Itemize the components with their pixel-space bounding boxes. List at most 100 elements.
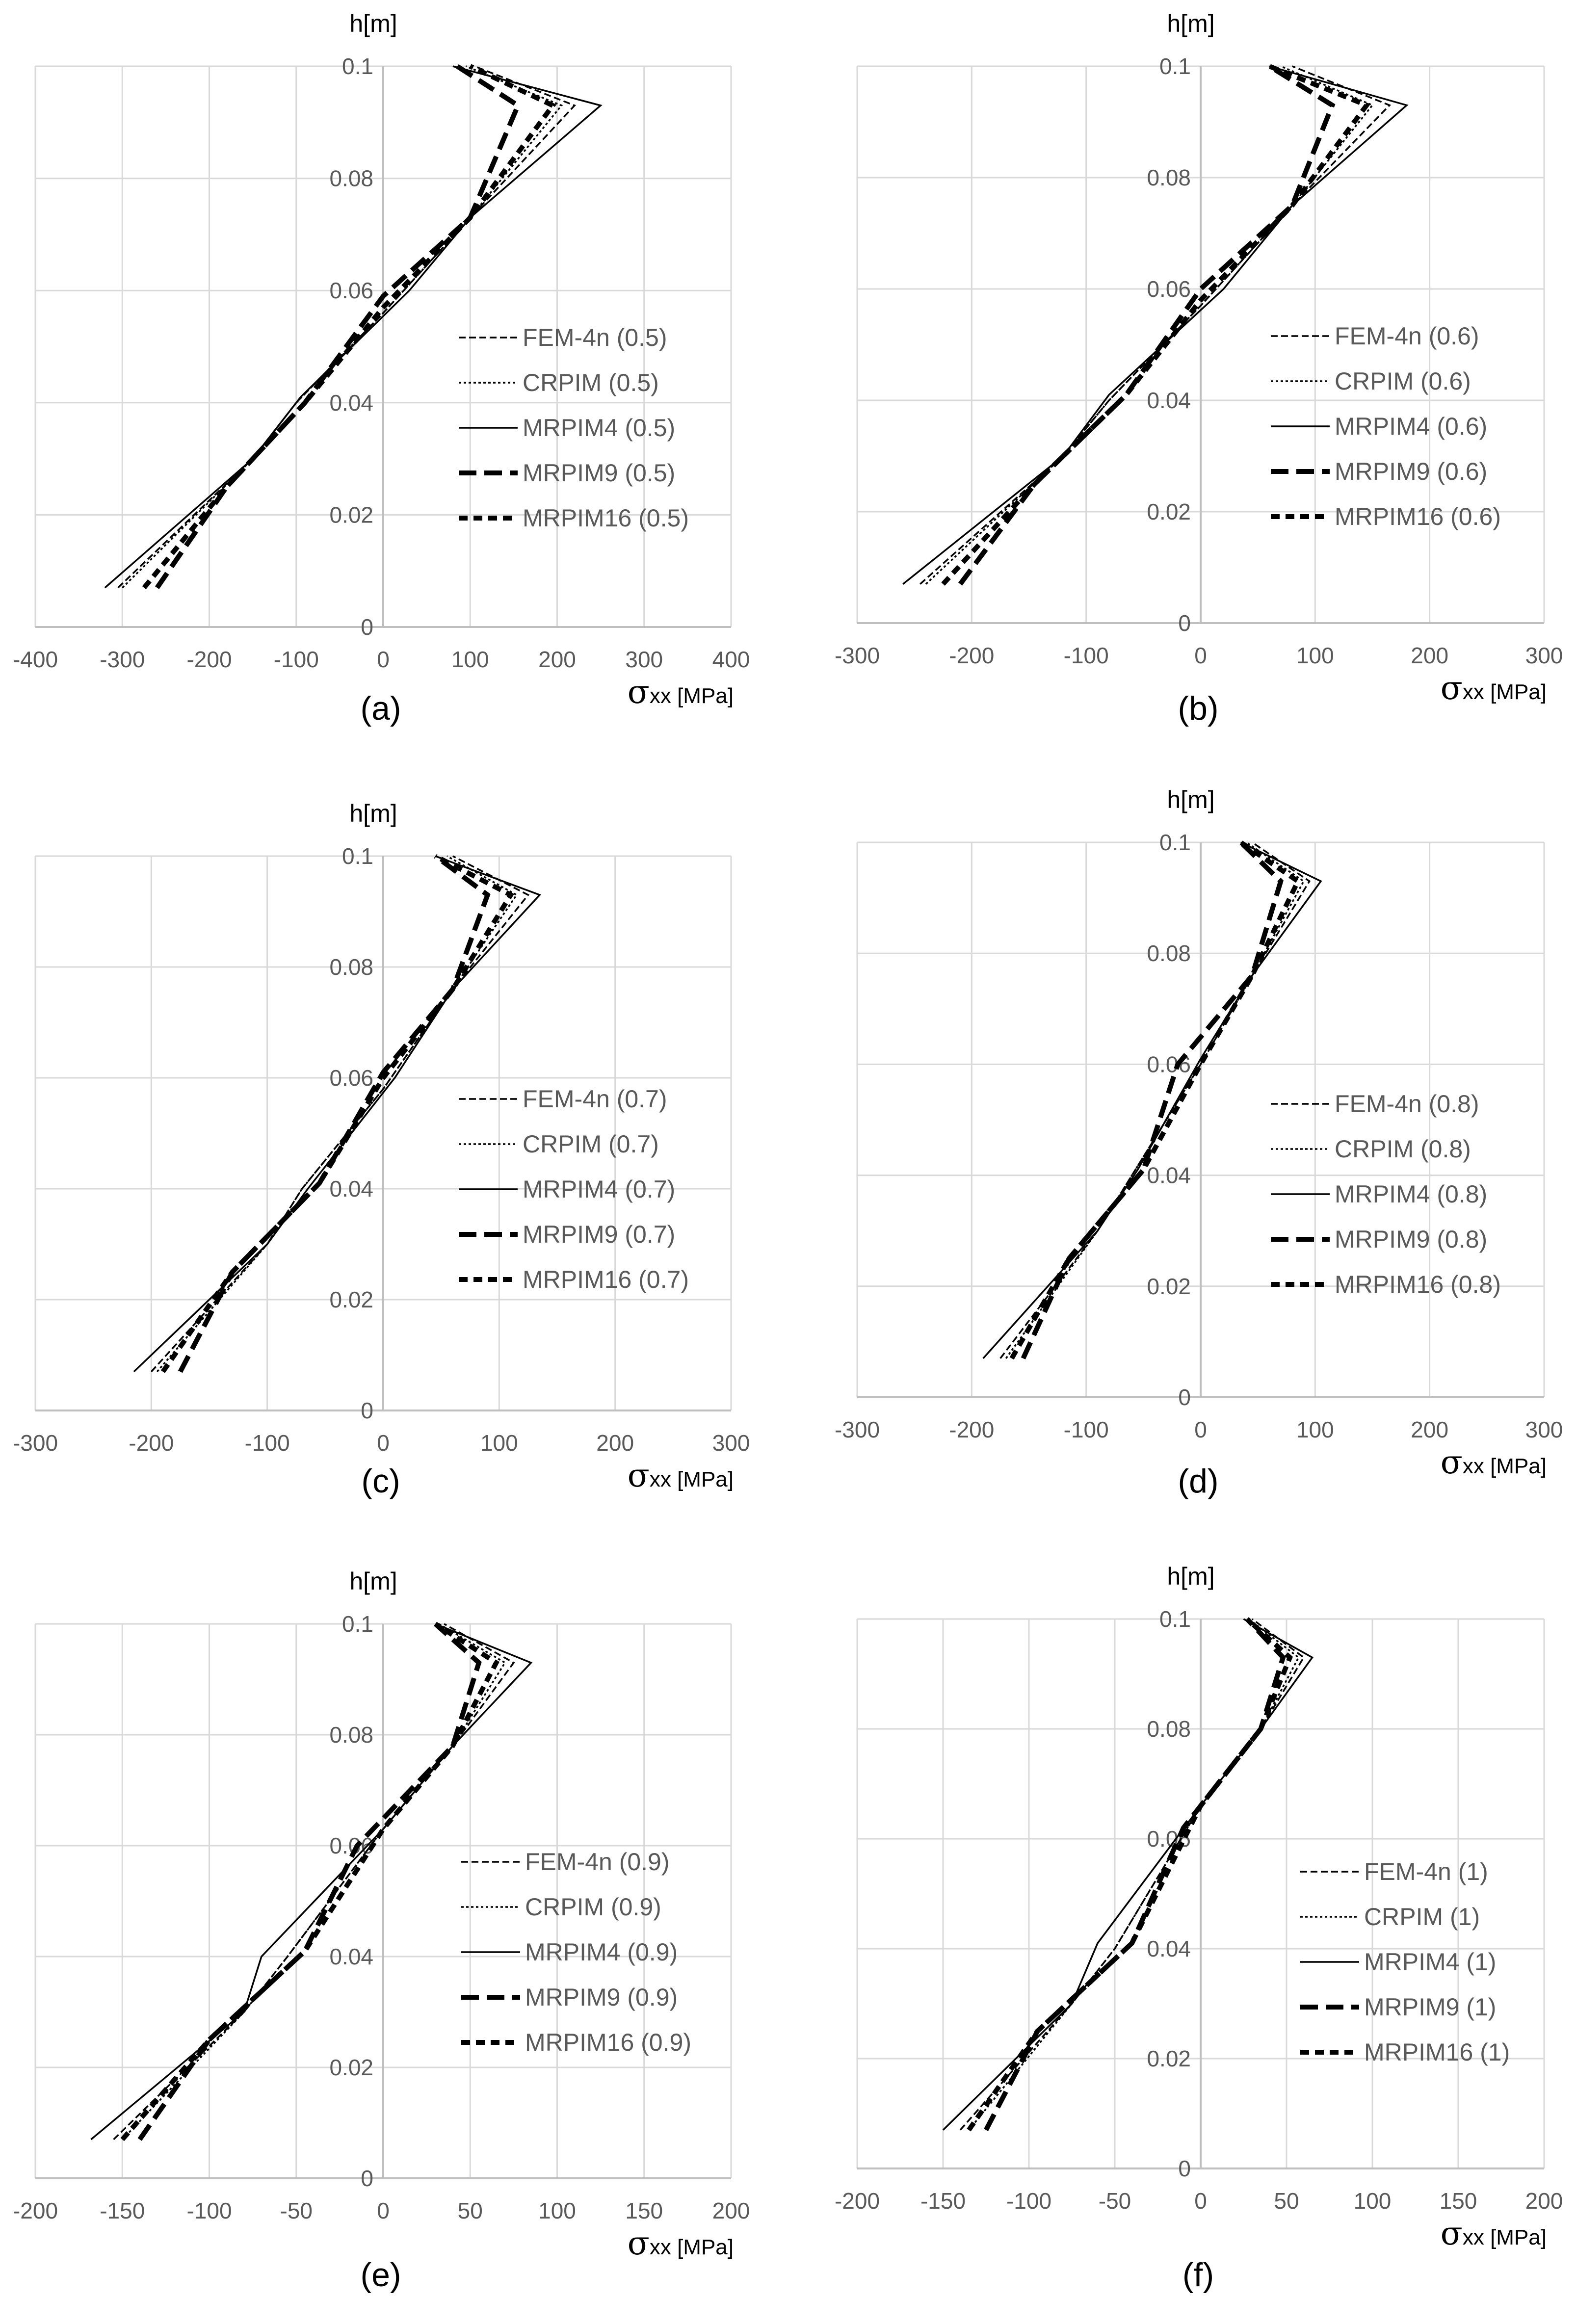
y-tick-label: 0.08 (1147, 1716, 1191, 1742)
x-tick-label: 300 (625, 647, 663, 672)
legend: FEM-4n (0.7) CRPIM (0.7) MRPIM4 (0.7) MRPIM… (459, 1085, 689, 1293)
x-tick-label: 200 (1525, 2188, 1563, 2214)
legend: FEM-4n (1) CRPIM (1) MRPIM4 (1) MRPIM9 (1) M… (1300, 1858, 1510, 2066)
y-tick-label: 0.08 (329, 1722, 373, 1748)
series-line-fem (151, 855, 530, 1373)
y-tick-label: 0.1 (1159, 830, 1191, 855)
legend: FEM-4n (0.9) CRPIM (0.9) MRPIM4 (0.9) MRPIM… (461, 1848, 691, 2056)
legend-entry-label: FEM-4n (1) (1364, 1858, 1488, 1885)
x-axis-symbol: σ (1441, 669, 1463, 707)
legend-entry-label: MRPIM16 (1) (1364, 2038, 1510, 2066)
x-axis-title: σxx [MPa] (628, 673, 734, 711)
x-tick-label: 100 (1296, 643, 1334, 668)
y-tick-label: 0.04 (1147, 1163, 1191, 1188)
x-tick-label: 400 (712, 647, 750, 672)
x-axis-subscript: xx (650, 1467, 677, 1491)
x-axis-subscript: xx (1463, 1454, 1490, 1478)
series-line-fem (113, 1623, 515, 2141)
panel-label: (d) (1178, 1462, 1218, 1500)
legend-entry-label: MRPIM4 (1) (1364, 1948, 1496, 1976)
series-line-mrpim16 (160, 854, 515, 1373)
y-tick-label: 0.02 (1147, 2046, 1191, 2071)
series-line-mrpim9 (958, 64, 1336, 586)
y-tick-label: 0.04 (329, 1944, 373, 1969)
x-tick-label: 150 (625, 2198, 663, 2223)
legend-entry-label: MRPIM9 (0.6) (1335, 458, 1487, 485)
y-axis-title: h[m] (349, 800, 397, 827)
x-tick-label: -300 (100, 647, 145, 672)
x-tick-label: -200 (13, 2198, 58, 2223)
x-tick-label: -300 (835, 1417, 880, 1442)
y-tick-label: 0.02 (329, 1287, 373, 1312)
chart-panel-3: -300 -200 -100 0 100 200 300 0 0.02 0.04 0.06 0.08 0… (13, 800, 750, 1500)
legend-entry-label: MRPIM16 (0.7) (523, 1266, 689, 1293)
series-line-crpim (122, 1623, 506, 2141)
x-tick-label: -300 (835, 643, 880, 668)
legend-entry-label: MRPIM16 (0.6) (1335, 503, 1501, 530)
panel-label: (a) (360, 690, 401, 727)
legend-entry-label: CRPIM (0.5) (523, 369, 659, 396)
x-tick-label: -400 (13, 647, 58, 672)
series-line-mrpim16 (142, 64, 557, 590)
legend-entry-label: MRPIM9 (0.8) (1335, 1226, 1487, 1253)
x-axis-unit: [MPa] (677, 684, 734, 708)
x-tick-label: 0 (377, 2198, 390, 2223)
x-axis-subscript: xx (650, 2235, 677, 2259)
chart-panel-6: -200 -150 -100 -50 0 50 100 150 20000.020.040.06… (835, 1563, 1563, 2294)
legend-entry-label: FEM-4n (0.7) (523, 1085, 667, 1113)
x-axis-subscript: xx (1463, 2225, 1490, 2249)
legend: FEM-4n (0.5) CRPIM (0.5) MRPIM4 (0.5) MRPIM… (459, 324, 689, 532)
x-tick-label: 200 (1411, 643, 1448, 668)
x-tick-label: 300 (712, 1430, 750, 1456)
legend-entry-label: CRPIM (1) (1364, 1903, 1480, 1931)
x-tick-label: -100 (186, 2198, 232, 2223)
legend-entry-label: FEM-4n (0.6) (1335, 322, 1479, 350)
x-tick-label: -100 (1064, 643, 1109, 668)
x-tick-label: 100 (480, 1430, 518, 1456)
y-tick-label: 0.04 (1147, 388, 1191, 413)
panel-label: (e) (360, 2256, 401, 2294)
panel-label: (c) (361, 1462, 400, 1500)
x-tick-label: -150 (920, 2188, 966, 2214)
x-axis-subscript: xx (650, 684, 677, 708)
y-tick-label: 0.08 (329, 954, 373, 980)
x-axis-symbol: σ (628, 1457, 650, 1494)
x-axis-subscript: xx (1463, 680, 1490, 704)
x-tick-label: -100 (1064, 1417, 1109, 1442)
legend-entry-label: MRPIM16 (0.8) (1335, 1271, 1501, 1298)
series-line-mrpim4 (90, 1623, 533, 2141)
x-axis-unit: [MPa] (677, 1467, 734, 1491)
y-axis-title: h[m] (349, 10, 397, 37)
legend-entry-label: FEM-4n (0.9) (525, 1848, 670, 1876)
x-axis-symbol: σ (1441, 2215, 1463, 2252)
legend-entry-label: CRPIM (0.6) (1335, 367, 1471, 395)
x-axis-unit: [MPa] (677, 2235, 734, 2259)
series-line-mrpim4 (133, 855, 542, 1373)
y-tick-label: 0.02 (329, 502, 373, 527)
x-axis-title: σxx [MPa] (628, 1457, 734, 1494)
legend-entry-label: MRPIM4 (0.9) (525, 1938, 678, 1966)
y-tick-label: 0.1 (1159, 1606, 1191, 1632)
chart-panel-5: -200 -150 -100 -50 0 50 100 150 20000.020.040.06… (13, 1567, 750, 2294)
y-tick-label: 0.04 (329, 1176, 373, 1201)
x-tick-label: -100 (1006, 2188, 1051, 2214)
legend-entry-label: MRPIM4 (0.7) (523, 1175, 675, 1203)
y-tick-label: 0 (361, 614, 373, 640)
x-tick-label: 200 (712, 2198, 750, 2223)
x-axis-unit: [MPa] (1490, 2225, 1547, 2249)
x-tick-label: 100 (451, 647, 489, 672)
legend-entry-label: CRPIM (0.9) (525, 1893, 661, 1921)
y-tick-label: 0.08 (1147, 940, 1191, 966)
x-tick-label: 50 (1274, 2188, 1299, 2214)
x-tick-label: 50 (458, 2198, 483, 2223)
chart-panel-2: -300 -200 -100 0 100 200 300 0 0.02 0.04 0.06 0.08 0… (835, 10, 1563, 727)
y-tick-label: 0 (361, 2166, 373, 2191)
y-tick-label: 0 (1178, 1384, 1191, 1410)
x-axis-title: σxx [MPa] (628, 2224, 734, 2262)
x-tick-label: 150 (1440, 2188, 1477, 2214)
series-line-mrpim4 (982, 841, 1322, 1359)
series-line-crpim (968, 1618, 1300, 2131)
x-tick-label: 100 (1296, 1417, 1334, 1442)
x-tick-label: -200 (129, 1430, 174, 1456)
x-tick-label: 100 (1354, 2188, 1392, 2214)
